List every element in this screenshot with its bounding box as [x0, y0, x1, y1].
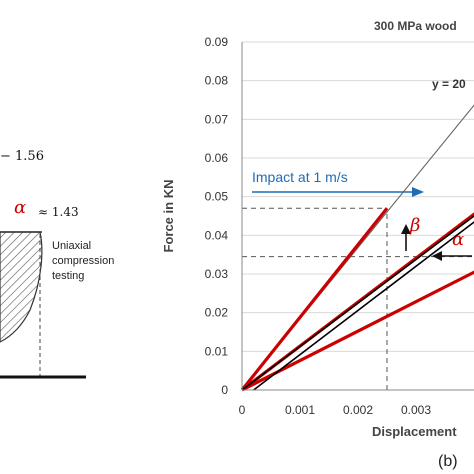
reference-lines — [242, 207, 474, 390]
hatched-region — [0, 231, 43, 343]
impact-arrowhead — [412, 187, 424, 197]
alpha-arrowhead — [432, 251, 442, 261]
chart-title: 300 MPa wood — [374, 19, 457, 33]
x-axis-label: Displacement — [372, 424, 457, 439]
beta-annotation: β — [401, 215, 420, 251]
alpha-annotation: α — [432, 229, 472, 261]
alpha-symbol-left: α — [14, 197, 26, 218]
x-tick-label: 0.001 — [285, 403, 315, 417]
y-tick-label: 0.05 — [205, 190, 229, 204]
axes — [241, 42, 474, 391]
label-compression: compression — [52, 255, 114, 267]
label-testing: testing — [52, 270, 84, 282]
grid — [242, 41, 474, 352]
y-tick-label: 0.08 — [205, 74, 229, 88]
alpha-symbol: α — [452, 229, 464, 250]
y-tick-label: 0.04 — [205, 228, 229, 242]
x-tick-label: 0.003 — [401, 403, 431, 417]
x-tick-label: 0 — [239, 403, 246, 417]
y-tick-label: 0.09 — [205, 35, 229, 49]
label-uniaxial: Uniaxial — [52, 240, 91, 252]
panel-label: (b) — [438, 453, 458, 470]
impact-text: Impact at 1 m/s — [252, 169, 348, 185]
series-line-1 — [240, 207, 389, 391]
series-line-5 — [253, 221, 474, 391]
y-tick-label: 0.03 — [205, 267, 229, 281]
series-group — [240, 104, 474, 392]
approx-value: ≈ 1.43 — [38, 205, 79, 219]
y-tick-label: 0 — [221, 383, 228, 397]
left-panel: − 1.56 α ≈ 1.43 Uniaxial compression tes… — [0, 149, 114, 379]
chart: 0 0.01 0.02 0.03 0.04 0.05 0.06 0.07 0.08 0.09 0 0.… — [161, 19, 474, 470]
beta-symbol: β — [409, 215, 420, 236]
tick-labels: 0 0.01 0.02 0.03 0.04 0.05 0.06 0.07 0.08 0.09 0 0.… — [205, 35, 432, 417]
y-tick-label: 0.06 — [205, 151, 229, 165]
y-tick-label: 0.01 — [205, 344, 229, 358]
y-tick-label: 0.07 — [205, 112, 229, 126]
series-line-0 — [241, 104, 474, 391]
x-tick-label: 0.002 — [343, 403, 373, 417]
beta-arrowhead — [401, 224, 411, 234]
series-line-4 — [241, 215, 474, 391]
impact-annotation: Impact at 1 m/s — [252, 169, 424, 197]
y-tick-label: 0.02 — [205, 306, 229, 320]
y-axis-label: Force in KN — [161, 180, 176, 253]
series-line-2 — [241, 212, 474, 392]
value-top: − 1.56 — [0, 149, 44, 164]
equation-label: y = 20 — [432, 77, 466, 91]
series-line-3 — [241, 270, 474, 392]
